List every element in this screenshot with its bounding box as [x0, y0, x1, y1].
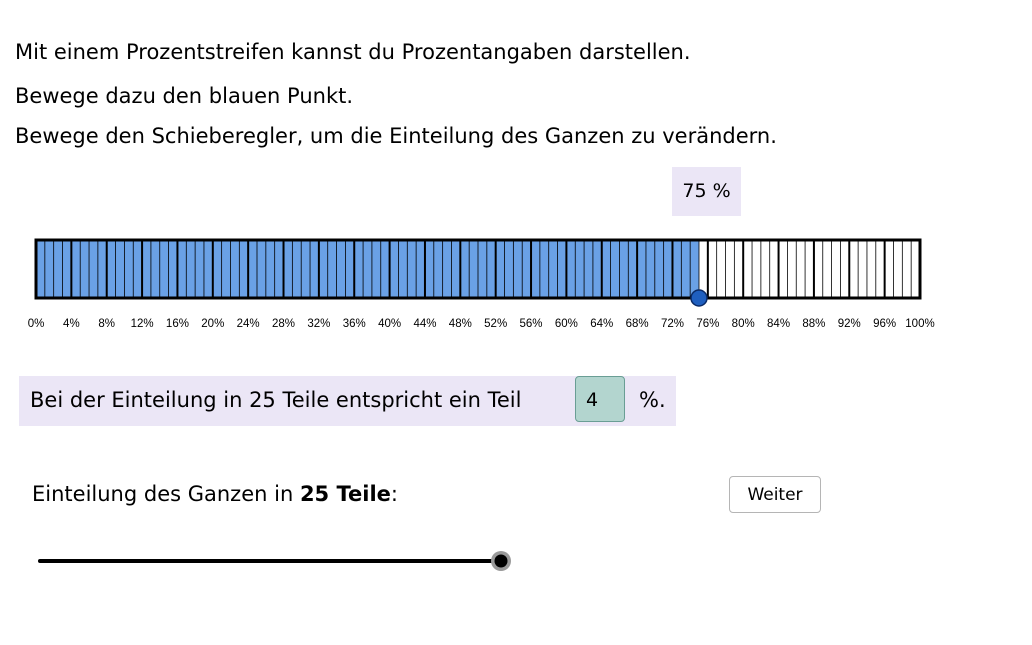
strip-tick-label: 64%: [590, 318, 613, 330]
slider-knob-halo: [491, 551, 511, 571]
strip-tick-label: 12%: [131, 318, 154, 330]
strip-tick-label: 24%: [237, 318, 260, 330]
strip-tick-label: 68%: [626, 318, 649, 330]
strip-tick-label: 76%: [696, 318, 719, 330]
strip-tick-label: 92%: [838, 318, 861, 330]
strip-tick-label: 44%: [413, 318, 436, 330]
strip-tick-label: 32%: [307, 318, 330, 330]
instruction-line-1: Mit einem Prozentstreifen kannst du Proz…: [15, 40, 691, 64]
info-text: Bei der Einteilung in 25 Teile entsprich…: [30, 388, 522, 412]
strip-tick-label: 52%: [484, 318, 507, 330]
slider-label-suffix: :: [390, 482, 398, 506]
strip-tick-label: 40%: [378, 318, 401, 330]
strip-tick-label: 36%: [343, 318, 366, 330]
slider-label: Einteilung des Ganzen in 25 Teile:: [32, 482, 398, 506]
strip-tick-label: 100%: [905, 318, 934, 330]
slider-label-prefix: Einteilung des Ganzen in: [32, 482, 300, 506]
strip-tick-label: 8%: [98, 318, 115, 330]
strip-fill: [36, 240, 699, 298]
strip-tick-label: 16%: [166, 318, 189, 330]
info-box: Bei der Einteilung in 25 Teile entsprich…: [19, 376, 676, 426]
strip-tick-label: 60%: [555, 318, 578, 330]
strip-tick-label: 0%: [28, 318, 45, 330]
slider-label-bold: 25 Teile: [299, 482, 391, 506]
answer-input[interactable]: 4: [575, 376, 625, 422]
percent-display: 75 %: [672, 167, 741, 216]
strip-tick-label: 20%: [201, 318, 224, 330]
strip-tick-label: 84%: [767, 318, 790, 330]
strip-tick-label: 56%: [520, 318, 543, 330]
strip-tick-label: 88%: [802, 318, 825, 330]
weiter-button[interactable]: Weiter: [729, 476, 821, 513]
slider-knob[interactable]: [494, 554, 508, 568]
strip-tick-label: 72%: [661, 318, 684, 330]
instruction-line-2: Bewege dazu den blauen Punkt.: [15, 84, 354, 108]
instruction-line-3: Bewege den Schieberegler, um die Einteil…: [15, 124, 777, 148]
strip-tick-label: 48%: [449, 318, 472, 330]
strip-tick-label: 80%: [732, 318, 755, 330]
strip-outline: [34, 238, 922, 300]
percent-strip: 0% 4% 8% 12% 16% 20% 24% 28% 32% 36% 40% 44% 48% 52% 5…: [28, 238, 935, 330]
strip-tick-label: 4%: [63, 318, 80, 330]
unit-text: %.: [639, 388, 666, 412]
strip-tick-label: 96%: [873, 318, 896, 330]
blue-point[interactable]: [690, 289, 708, 307]
strip-tick-label: 28%: [272, 318, 295, 330]
